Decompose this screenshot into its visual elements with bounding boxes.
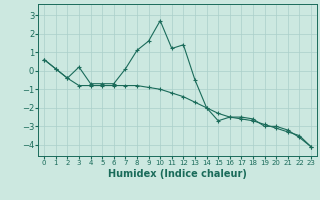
X-axis label: Humidex (Indice chaleur): Humidex (Indice chaleur) <box>108 169 247 179</box>
